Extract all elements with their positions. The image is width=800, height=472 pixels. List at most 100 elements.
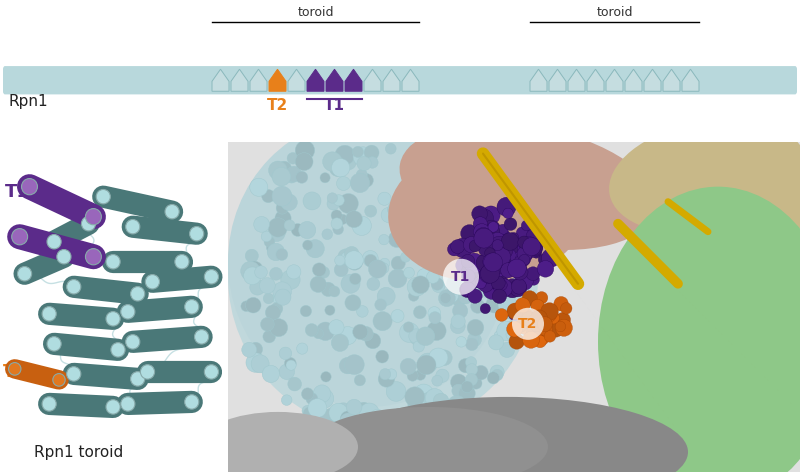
Circle shape xyxy=(295,153,313,170)
Circle shape xyxy=(402,424,417,439)
Circle shape xyxy=(531,331,541,341)
Circle shape xyxy=(530,318,544,332)
Circle shape xyxy=(338,194,358,213)
Circle shape xyxy=(475,228,490,243)
Circle shape xyxy=(391,310,404,322)
Circle shape xyxy=(454,382,464,392)
Circle shape xyxy=(509,245,521,257)
Circle shape xyxy=(451,291,466,306)
Circle shape xyxy=(286,166,302,182)
Circle shape xyxy=(437,350,452,366)
Circle shape xyxy=(503,208,514,219)
Circle shape xyxy=(529,314,541,326)
Circle shape xyxy=(262,365,279,382)
Circle shape xyxy=(414,384,434,404)
Circle shape xyxy=(451,314,466,329)
Circle shape xyxy=(489,250,502,263)
Circle shape xyxy=(461,282,475,296)
Circle shape xyxy=(297,343,308,354)
Polygon shape xyxy=(307,69,324,91)
Circle shape xyxy=(474,365,488,380)
Circle shape xyxy=(275,289,291,305)
Circle shape xyxy=(520,245,534,260)
Circle shape xyxy=(386,143,396,154)
Circle shape xyxy=(340,411,356,427)
Circle shape xyxy=(518,236,530,249)
Circle shape xyxy=(538,308,554,325)
Ellipse shape xyxy=(308,407,548,472)
Circle shape xyxy=(438,246,457,265)
Circle shape xyxy=(430,185,443,198)
Circle shape xyxy=(544,330,556,342)
Circle shape xyxy=(391,256,406,270)
Circle shape xyxy=(501,221,517,237)
Text: Rpn1 toroid: Rpn1 toroid xyxy=(34,445,123,460)
Circle shape xyxy=(463,236,479,253)
Circle shape xyxy=(522,331,539,348)
Circle shape xyxy=(312,263,326,277)
Circle shape xyxy=(146,275,159,289)
Circle shape xyxy=(511,279,526,294)
Circle shape xyxy=(508,307,522,320)
Circle shape xyxy=(522,237,541,256)
Circle shape xyxy=(486,296,502,313)
Circle shape xyxy=(302,240,313,250)
Circle shape xyxy=(438,244,449,254)
Circle shape xyxy=(456,257,472,273)
Circle shape xyxy=(473,217,487,231)
Circle shape xyxy=(541,303,558,320)
Text: T2: T2 xyxy=(3,363,28,381)
Circle shape xyxy=(512,256,527,271)
Circle shape xyxy=(366,157,378,168)
Circle shape xyxy=(479,266,497,283)
Circle shape xyxy=(12,228,28,245)
Circle shape xyxy=(419,192,431,204)
Circle shape xyxy=(322,229,333,240)
Circle shape xyxy=(515,298,530,313)
Circle shape xyxy=(470,377,482,389)
Circle shape xyxy=(314,389,334,408)
Circle shape xyxy=(325,305,335,315)
Circle shape xyxy=(329,403,348,422)
Circle shape xyxy=(514,271,531,289)
Circle shape xyxy=(410,413,428,432)
Circle shape xyxy=(466,363,478,375)
Circle shape xyxy=(474,262,490,278)
Ellipse shape xyxy=(328,397,688,472)
Circle shape xyxy=(364,145,379,160)
Circle shape xyxy=(535,292,548,304)
Circle shape xyxy=(492,253,510,271)
Circle shape xyxy=(414,306,426,319)
Polygon shape xyxy=(663,69,680,91)
Circle shape xyxy=(484,276,502,294)
Circle shape xyxy=(470,255,482,267)
Circle shape xyxy=(365,333,381,349)
Circle shape xyxy=(464,253,484,273)
Circle shape xyxy=(514,320,527,332)
Circle shape xyxy=(516,271,528,284)
Circle shape xyxy=(478,205,495,223)
Circle shape xyxy=(487,372,499,384)
Circle shape xyxy=(466,373,478,386)
Circle shape xyxy=(301,152,310,163)
Circle shape xyxy=(515,272,534,290)
Circle shape xyxy=(506,320,525,338)
Circle shape xyxy=(378,192,391,205)
Circle shape xyxy=(526,325,543,342)
Circle shape xyxy=(433,393,449,409)
Circle shape xyxy=(254,266,267,278)
Circle shape xyxy=(470,231,484,245)
Circle shape xyxy=(474,228,494,248)
Circle shape xyxy=(452,384,465,397)
Circle shape xyxy=(417,269,430,282)
Circle shape xyxy=(273,282,292,301)
FancyBboxPatch shape xyxy=(228,142,800,472)
Circle shape xyxy=(489,250,504,265)
Circle shape xyxy=(352,146,363,158)
Circle shape xyxy=(493,248,505,261)
Circle shape xyxy=(495,272,511,287)
Circle shape xyxy=(309,241,322,254)
Circle shape xyxy=(469,240,481,252)
Circle shape xyxy=(504,218,517,230)
Circle shape xyxy=(401,252,410,262)
